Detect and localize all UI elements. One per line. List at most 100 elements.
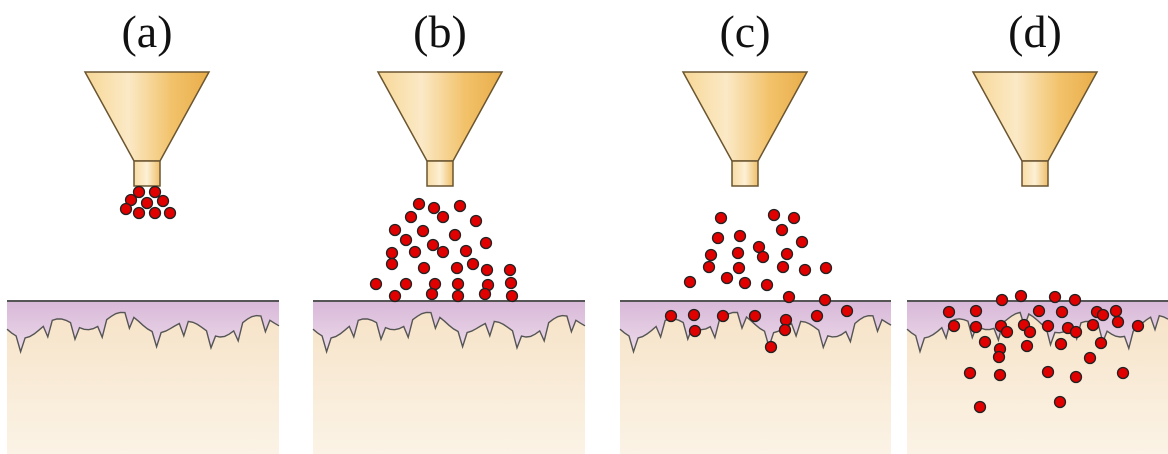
- particle: [716, 309, 730, 323]
- particle: [1048, 290, 1062, 304]
- particle: [436, 210, 450, 224]
- particle: [995, 293, 1009, 307]
- particle: [969, 304, 983, 318]
- particle: [767, 208, 781, 222]
- particle: [1068, 293, 1082, 307]
- particle: [760, 278, 774, 292]
- funnel-nozzle: [1021, 160, 1049, 187]
- particle: [388, 289, 402, 303]
- particle: [840, 304, 854, 318]
- particle: [436, 245, 450, 259]
- particle: [752, 240, 766, 254]
- particle: [748, 309, 762, 323]
- panel-d: (d): [906, 6, 1168, 454]
- particle: [764, 340, 778, 354]
- particle: [399, 277, 413, 291]
- panel-label: (c): [719, 6, 770, 57]
- particle: [388, 223, 402, 237]
- funnel-body: [83, 71, 211, 162]
- particle: [479, 236, 493, 250]
- particle: [702, 260, 716, 274]
- particle: [779, 313, 793, 327]
- particle: [148, 185, 162, 199]
- particle: [453, 199, 467, 213]
- particle: [780, 247, 794, 261]
- particle: [140, 196, 154, 210]
- particle: [1069, 325, 1083, 339]
- particle: [504, 276, 518, 290]
- particle: [427, 201, 441, 215]
- particle: [1000, 325, 1014, 339]
- particle: [119, 202, 133, 216]
- particle: [408, 245, 422, 259]
- particle: [1041, 319, 1055, 333]
- particle: [1109, 304, 1123, 318]
- particle: [720, 271, 734, 285]
- particle: [1083, 351, 1097, 365]
- particle: [732, 261, 746, 275]
- panel-label: (b): [413, 6, 467, 57]
- particle: [1096, 308, 1110, 322]
- particle: [1086, 318, 1100, 332]
- particle: [1032, 304, 1046, 318]
- dermal-junction-line: [6, 311, 280, 355]
- panel-b: (b): [312, 6, 586, 454]
- particle: [399, 233, 413, 247]
- particle: [1055, 305, 1069, 319]
- funnel-body: [681, 71, 809, 162]
- particle: [942, 305, 956, 319]
- particle: [1111, 315, 1125, 329]
- particle: [687, 308, 701, 322]
- particle: [711, 231, 725, 245]
- particle: [426, 238, 440, 252]
- particle: [450, 261, 464, 275]
- particle: [973, 400, 987, 414]
- particle: [132, 185, 146, 199]
- particle: [714, 211, 728, 225]
- particle: [451, 289, 465, 303]
- particle: [404, 210, 418, 224]
- particle: [459, 244, 473, 258]
- panel-label: (d): [1008, 6, 1062, 57]
- dermal-junction-line: [619, 311, 892, 355]
- particle: [787, 211, 801, 225]
- particle: [1116, 366, 1130, 380]
- particle: [1053, 395, 1067, 409]
- particle: [503, 263, 517, 277]
- particle: [412, 197, 426, 211]
- epidermis-layer: [620, 301, 891, 352]
- particle: [1094, 336, 1108, 350]
- particle: [776, 260, 790, 274]
- particle: [505, 289, 519, 303]
- particle: [1054, 337, 1068, 351]
- particle: [947, 319, 961, 333]
- particle: [810, 309, 824, 323]
- particle: [448, 228, 462, 242]
- particle: [818, 293, 832, 307]
- particle: [756, 250, 770, 264]
- particle: [733, 229, 747, 243]
- particle: [451, 277, 465, 291]
- particle: [1041, 365, 1055, 379]
- particle: [978, 335, 992, 349]
- particle: [478, 287, 492, 301]
- particle: [704, 248, 718, 262]
- funnel-nozzle: [426, 160, 454, 187]
- particle: [782, 290, 796, 304]
- particle: [416, 224, 430, 238]
- particle: [480, 263, 494, 277]
- funnel-body: [971, 71, 1099, 162]
- particle: [132, 206, 146, 220]
- particle: [1131, 319, 1145, 333]
- particle: [428, 277, 442, 291]
- particle: [148, 206, 162, 220]
- particle: [369, 277, 383, 291]
- particle: [385, 246, 399, 260]
- funnel-nozzle: [133, 160, 161, 187]
- particle: [688, 324, 702, 338]
- particle: [963, 366, 977, 380]
- particle: [1023, 325, 1037, 339]
- panel-a: (a): [6, 6, 280, 454]
- particle: [819, 261, 833, 275]
